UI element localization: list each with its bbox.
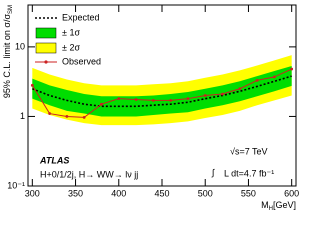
energy-label: √s=7 TeV: [230, 146, 268, 156]
legend-swatch: [35, 42, 57, 54]
legend-swatch: [35, 27, 57, 39]
channel-label: H+0/1/2j, H→ WW→ lν jj: [40, 169, 138, 179]
chart: 10⁻¹ 1 10 300 350 400 450 500 550 600 MH[GeV] 95% C…: [2, 4, 300, 212]
x-label-sub: H: [269, 206, 273, 212]
observed-point: [238, 87, 242, 91]
x-tick-label: 400: [111, 188, 126, 198]
observed-point: [255, 78, 259, 82]
observed-point: [65, 115, 69, 118]
y-tick-label: 1: [20, 111, 25, 121]
observed-point: [134, 98, 138, 101]
x-tick-label: 450: [154, 188, 169, 198]
observed-point: [186, 97, 190, 101]
x-tick-label: 350: [68, 188, 83, 198]
legend-label: Expected: [62, 12, 100, 22]
x-axis-label: MH[GeV]: [261, 200, 296, 211]
line: [32, 75, 292, 108]
observed-point: [151, 99, 155, 102]
x-label-unit: [GeV]: [273, 200, 296, 210]
legend-label: ± 2σ: [62, 42, 80, 52]
legend-swatch: [44, 60, 48, 64]
observed-point: [48, 112, 52, 115]
observed-point: [221, 92, 224, 96]
lumi-label: L dt=4.7 fb⁻¹: [224, 168, 274, 178]
y-axis-label: 95% C.L. limit on σ/σSM: [2, 5, 13, 98]
experiment-label: ATLAS: [39, 155, 69, 165]
observed-point: [203, 94, 207, 97]
lumi-symbol: ∫: [211, 167, 216, 177]
observed-point: [169, 99, 173, 102]
x-tick-label: 600: [284, 188, 299, 198]
y-tick-label: 10: [15, 41, 25, 51]
x-tick-label: 500: [198, 188, 213, 198]
line: [31, 68, 292, 118]
band: [32, 66, 292, 117]
x-tick-label: 300: [25, 188, 40, 198]
y-label-sub: SM: [8, 5, 14, 14]
x-tick-label: 550: [241, 188, 256, 198]
legend-label: Observed: [62, 56, 101, 66]
legend-label: ± 1σ: [62, 27, 80, 37]
observed-point: [30, 83, 34, 87]
x-label-main: M: [261, 200, 269, 210]
observed-point: [272, 75, 276, 79]
observed-point: [100, 102, 103, 106]
observed-point: [82, 115, 86, 119]
y-tick-label: 10⁻¹: [7, 180, 25, 190]
y-label-main: 95% C.L. limit on σ/σ: [2, 14, 12, 99]
observed-point: [117, 97, 121, 101]
observed-point: [290, 67, 294, 71]
